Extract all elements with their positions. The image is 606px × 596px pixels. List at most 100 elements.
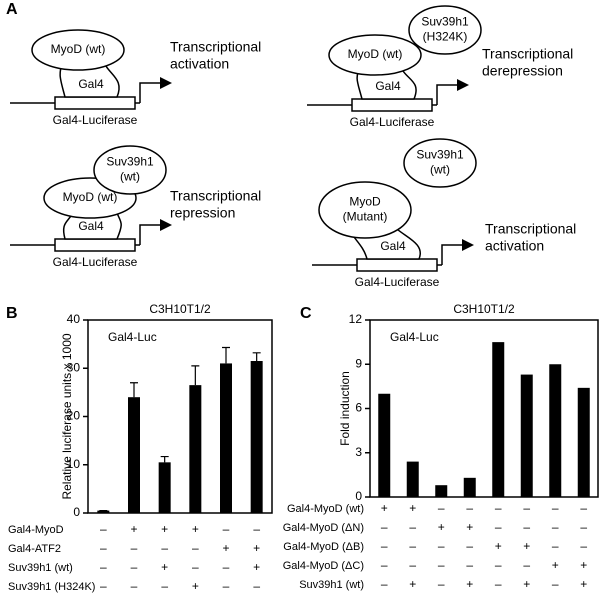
- bar: [250, 361, 263, 513]
- reporter-box: [54, 238, 136, 252]
- panel-label: A: [6, 1, 18, 18]
- bar: [189, 385, 202, 513]
- condition-label: Gal4-MyoD (wt): [287, 503, 364, 515]
- y-axis-label: Fold induction: [338, 371, 352, 446]
- annotation: Gal4-Luc: [108, 330, 157, 344]
- protein-label: MyoD (wt): [63, 190, 118, 204]
- arrow-head: [462, 239, 474, 251]
- condition-sign: –: [192, 560, 199, 574]
- bar: [577, 387, 590, 497]
- condition-sign: +: [523, 577, 530, 591]
- chart-title: C3H10T1/2: [149, 302, 211, 316]
- condition-sign: –: [100, 522, 107, 536]
- bar: [406, 461, 419, 497]
- partner-label: (wt): [430, 163, 450, 177]
- condition-label: Gal4-MyoD: [8, 524, 64, 536]
- bar: [97, 510, 110, 513]
- condition-sign: –: [438, 501, 445, 515]
- condition-sign: –: [495, 558, 502, 572]
- y-tick-label: 10: [67, 457, 81, 471]
- condition-sign: +: [438, 520, 445, 534]
- bar: [128, 397, 140, 513]
- outcome-label: derepression: [482, 63, 563, 79]
- y-axis-label: Relative luciferase units x 1000: [60, 333, 74, 499]
- partner-label: Suv39h1: [416, 148, 464, 162]
- condition-sign: +: [253, 541, 260, 555]
- condition-sign: –: [100, 560, 107, 574]
- outcome-label: Transcriptional: [485, 221, 576, 237]
- arrow-head: [160, 77, 172, 89]
- condition-sign: –: [523, 501, 530, 515]
- y-tick-label: 3: [355, 445, 362, 459]
- condition-sign: +: [580, 558, 587, 572]
- reporter-label: Gal4-Luciferase: [355, 275, 440, 289]
- partner-blob: [408, 5, 482, 55]
- condition-sign: –: [438, 539, 445, 553]
- condition-sign: +: [580, 577, 587, 591]
- protein-label: MyoD: [349, 195, 381, 209]
- condition-sign: –: [381, 577, 388, 591]
- bar: [158, 462, 171, 513]
- condition-sign: –: [438, 577, 445, 591]
- tss-arrow: [139, 224, 160, 245]
- condition-sign: –: [466, 539, 473, 553]
- condition-sign: –: [100, 579, 107, 593]
- protein-blob: [31, 29, 125, 71]
- tss-arrow: [436, 84, 457, 105]
- condition-sign: +: [523, 539, 530, 553]
- condition-sign: –: [552, 520, 559, 534]
- outcome-label: Transcriptional: [170, 188, 261, 204]
- condition-sign: –: [253, 522, 260, 536]
- condition-sign: –: [161, 541, 168, 555]
- reporter-label: Gal4-Luciferase: [53, 113, 138, 127]
- condition-sign: +: [409, 501, 416, 515]
- protein-label: (Mutant): [343, 210, 388, 224]
- annotation: Gal4-Luc: [390, 330, 439, 344]
- y-tick-label: 12: [349, 312, 363, 326]
- partner-blob: [403, 138, 477, 188]
- error-bar: [191, 365, 200, 386]
- bar: [463, 477, 476, 497]
- condition-sign: –: [580, 501, 587, 515]
- condition-sign: –: [223, 560, 230, 574]
- condition-sign: –: [409, 558, 416, 572]
- bar: [520, 374, 533, 497]
- condition-sign: –: [223, 522, 230, 536]
- dbd-label: Gal4: [380, 239, 406, 253]
- condition-sign: –: [131, 541, 138, 555]
- condition-sign: +: [495, 539, 502, 553]
- partner-label: Suv39h1: [421, 15, 469, 29]
- panel-label: B: [6, 305, 18, 322]
- reporter-box: [351, 98, 433, 112]
- partner-label: Suv39h1: [106, 155, 154, 169]
- condition-sign: –: [131, 579, 138, 593]
- protein-blob: [318, 181, 412, 239]
- condition-sign: +: [192, 522, 199, 536]
- condition-label: Gal4-MyoD (ΔN): [283, 522, 364, 534]
- condition-label: Suv39h1 (wt): [299, 579, 364, 591]
- dbd-label: Gal4: [78, 77, 104, 91]
- dbd-label: Gal4: [375, 79, 401, 93]
- bar: [435, 485, 448, 497]
- condition-sign: –: [253, 579, 260, 593]
- outcome-label: activation: [485, 238, 544, 254]
- tss-arrow: [139, 82, 160, 103]
- condition-sign: +: [130, 522, 137, 536]
- arrow-head: [457, 79, 469, 91]
- reporter-label: Gal4-Luciferase: [53, 255, 138, 269]
- outcome-label: repression: [170, 205, 235, 221]
- panel-label: C: [300, 305, 312, 322]
- reporter-box: [356, 258, 438, 272]
- y-tick-label: 40: [67, 312, 81, 326]
- y-tick-label: 0: [355, 489, 362, 503]
- tss-arrow: [441, 244, 462, 265]
- condition-sign: –: [495, 520, 502, 534]
- outcome-label: Transcriptional: [170, 39, 261, 55]
- bar: [492, 342, 505, 497]
- condition-sign: –: [580, 520, 587, 534]
- protein-label: MyoD (wt): [51, 42, 106, 56]
- condition-sign: –: [100, 541, 107, 555]
- error-bar: [160, 455, 169, 463]
